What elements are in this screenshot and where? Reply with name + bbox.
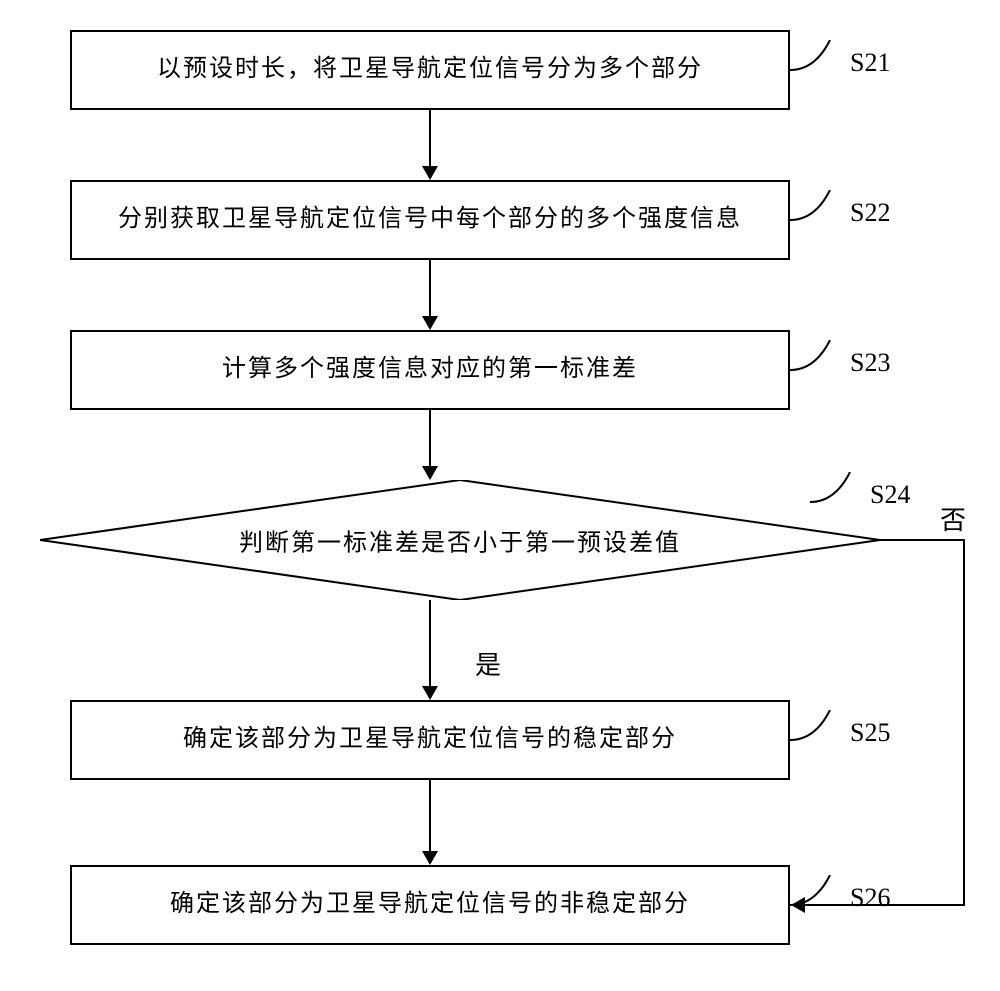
arrowhead-4-5 xyxy=(422,686,438,700)
label-curve-4 xyxy=(810,472,865,512)
step-label-4: S24 xyxy=(870,480,910,510)
decision-diamond: 判断第一标准差是否小于第一预设差值 xyxy=(40,480,880,600)
arrowhead-5-6 xyxy=(422,851,438,865)
label-curve-2 xyxy=(790,190,845,230)
diamond-text: 判断第一标准差是否小于第一预设差值 xyxy=(239,523,681,558)
box-5-text: 确定该部分为卫星导航定位信号的稳定部分 xyxy=(183,723,677,757)
box-1-text: 以预设时长，将卫星导航定位信号分为多个部分 xyxy=(157,53,703,87)
arrow-1-2 xyxy=(429,110,431,166)
step-label-5: S25 xyxy=(850,718,890,748)
arrowhead-1-2 xyxy=(422,166,438,180)
process-box-2: 分别获取卫星导航定位信号中每个部分的多个强度信息 xyxy=(70,180,790,260)
edge-label-yes: 是 xyxy=(475,645,501,682)
arrow-no-h1 xyxy=(880,539,965,541)
step-label-1: S21 xyxy=(850,48,890,78)
edge-label-no: 否 xyxy=(940,500,966,537)
process-box-1: 以预设时长，将卫星导航定位信号分为多个部分 xyxy=(70,30,790,110)
process-box-3: 计算多个强度信息对应的第一标准差 xyxy=(70,330,790,410)
arrowhead-2-3 xyxy=(422,316,438,330)
label-curve-5 xyxy=(790,710,845,750)
box-2-text: 分别获取卫星导航定位信号中每个部分的多个强度信息 xyxy=(118,203,742,237)
arrow-4-5 xyxy=(429,600,431,686)
arrow-2-3 xyxy=(429,260,431,316)
label-curve-6 xyxy=(790,875,845,915)
step-label-2: S22 xyxy=(850,198,890,228)
process-box-6: 确定该部分为卫星导航定位信号的非稳定部分 xyxy=(70,865,790,945)
arrow-no-v xyxy=(963,539,965,905)
label-curve-3 xyxy=(790,340,845,380)
box-3-text: 计算多个强度信息对应的第一标准差 xyxy=(222,353,638,387)
arrow-5-6 xyxy=(429,780,431,851)
box-6-text: 确定该部分为卫星导航定位信号的非稳定部分 xyxy=(170,888,690,922)
label-curve-1 xyxy=(790,40,845,80)
flowchart-container: 以预设时长，将卫星导航定位信号分为多个部分 S21 分别获取卫星导航定位信号中每… xyxy=(0,0,1000,991)
step-label-6: S26 xyxy=(850,883,890,913)
step-label-3: S23 xyxy=(850,348,890,378)
process-box-5: 确定该部分为卫星导航定位信号的稳定部分 xyxy=(70,700,790,780)
arrowhead-3-4 xyxy=(422,466,438,480)
arrow-3-4 xyxy=(429,410,431,466)
